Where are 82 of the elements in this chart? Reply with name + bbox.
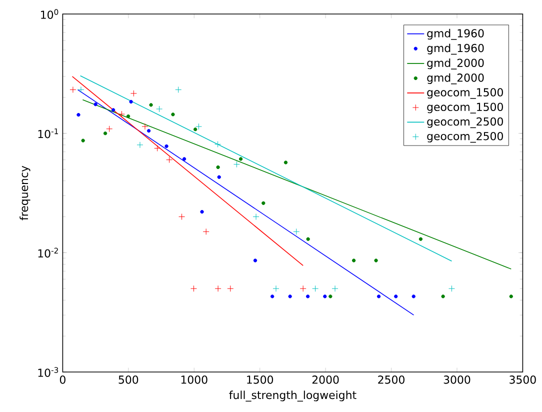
point: [376, 294, 381, 298]
point: [94, 102, 98, 106]
point: [312, 285, 319, 292]
point: [412, 294, 416, 298]
point: [178, 214, 186, 220]
point: [142, 123, 148, 130]
legend-label: gmd_1960: [427, 28, 484, 40]
legend-label: gmd_1960: [427, 44, 484, 55]
point: [332, 285, 338, 292]
point: [76, 112, 80, 117]
point: [156, 106, 163, 112]
point: [166, 156, 173, 164]
legend-label: gmd_2000: [427, 58, 484, 70]
point: [149, 103, 153, 107]
point: [171, 112, 175, 116]
y-axis-title: frequency: [20, 166, 30, 220]
point: [394, 294, 398, 298]
point: [190, 285, 197, 292]
point: [130, 90, 137, 97]
point: [136, 142, 144, 148]
point: [214, 141, 222, 148]
point: [103, 131, 108, 136]
legend-label: geocom_2500: [427, 132, 503, 143]
point: [214, 285, 222, 292]
legend-label: geocom_2500: [427, 117, 503, 128]
point: [164, 144, 168, 148]
x-axis-title: full_strength_logweight: [229, 390, 356, 402]
point: [374, 258, 378, 262]
point: [200, 210, 204, 214]
legend-label: geocom_1500: [427, 102, 503, 114]
point: [111, 108, 116, 112]
point: [293, 228, 300, 235]
legend-label: gmd_2000: [427, 73, 484, 84]
point: [418, 237, 423, 241]
point: [253, 258, 258, 262]
point: [126, 114, 130, 118]
point: [81, 138, 85, 142]
y-tick-label: 10$^{-1}$: [38, 128, 58, 138]
point: [217, 175, 221, 179]
point: [238, 157, 243, 161]
legend-label: geocom_1500: [427, 88, 503, 99]
point: [288, 294, 292, 298]
x-tick-label: 2000: [312, 376, 339, 384]
point: [70, 86, 76, 93]
x-tick-label: 500: [118, 376, 138, 384]
point: [182, 157, 186, 161]
point: [441, 294, 445, 298]
point: [146, 128, 151, 133]
point: [233, 161, 240, 168]
point: [252, 214, 260, 220]
point: [193, 128, 198, 132]
point: [227, 285, 234, 292]
point: [270, 294, 274, 298]
x-tick-label: 2500: [378, 376, 404, 384]
point: [300, 285, 306, 292]
point: [306, 237, 310, 241]
point: [216, 165, 220, 170]
point: [448, 285, 455, 292]
y-tick-label: 10$^{0}$: [41, 9, 58, 19]
point: [306, 294, 310, 298]
point: [175, 86, 182, 93]
point: [323, 294, 327, 298]
point: [352, 258, 356, 262]
x-tick-label: 1000: [181, 376, 208, 384]
point: [284, 160, 288, 164]
point: [78, 86, 84, 93]
point: [129, 100, 133, 104]
point: [195, 123, 202, 130]
point: [328, 294, 332, 298]
point: [262, 201, 266, 205]
point: [509, 294, 513, 298]
y-tick-label: 10$^{-2}$: [38, 248, 58, 258]
y-tick-label: 10$^{-3}$: [38, 367, 58, 377]
x-tick-label: 1500: [247, 376, 274, 384]
point: [118, 110, 125, 118]
point: [202, 228, 210, 235]
x-tick-label: 0: [60, 376, 66, 384]
point: [154, 145, 161, 152]
x-tick-label: 3000: [444, 376, 470, 384]
x-tick-label: 3500: [510, 376, 536, 384]
point: [272, 285, 280, 292]
point: [106, 126, 113, 132]
